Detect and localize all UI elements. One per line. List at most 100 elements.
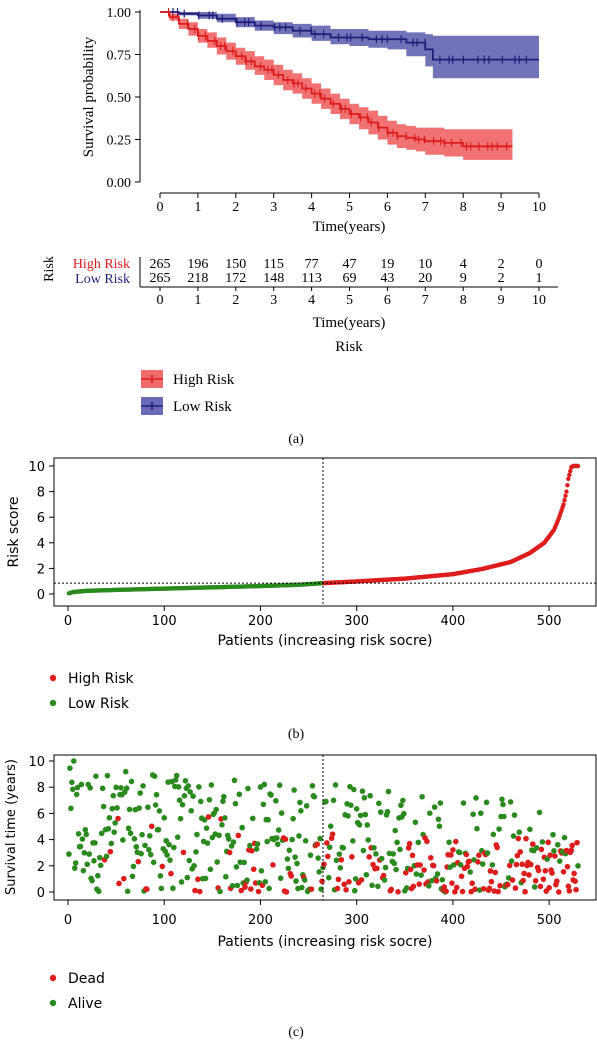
survival-point-alive — [157, 873, 164, 879]
survival-point-alive — [173, 772, 180, 779]
survival-time-ylabel: Survival time (years) — [4, 759, 19, 895]
km-band-low-risk — [160, 12, 539, 79]
survival-point-dead — [512, 885, 519, 891]
survival-point-dead — [144, 886, 150, 892]
survival-point-dead — [135, 858, 142, 865]
survival-point-alive — [378, 855, 385, 862]
survival-point-alive — [479, 861, 486, 867]
survival-point-dead — [476, 852, 482, 859]
km-censor-marks — [167, 8, 527, 151]
survival-point-alive — [82, 826, 89, 833]
survival-point-alive — [161, 815, 168, 821]
survival-point-alive — [247, 842, 253, 849]
survival-point-alive — [68, 805, 74, 812]
survival-point-alive — [337, 865, 344, 871]
survival-point-dead — [341, 881, 347, 888]
survival-point-alive — [289, 836, 296, 843]
survival-point-alive — [277, 875, 284, 882]
survival-point-dead — [409, 852, 416, 859]
survival-point-alive — [75, 830, 82, 837]
survival-point-alive — [457, 861, 464, 868]
survival-point-alive — [398, 802, 404, 809]
risk-count-low: 265 — [150, 271, 171, 286]
survival-point-alive — [179, 801, 186, 808]
km-xtick-label: 10 — [532, 200, 546, 215]
survival-point-alive — [394, 839, 400, 846]
survival-point-alive — [194, 831, 200, 838]
survival-point-alive — [232, 800, 239, 807]
survival-point-alive — [340, 845, 347, 851]
survival-point-alive — [96, 854, 103, 861]
survival-ytick-label: 0 — [37, 886, 45, 901]
survival-point-alive — [362, 811, 369, 818]
survival-point-alive — [229, 882, 236, 889]
survival-point-dead — [509, 877, 516, 883]
survival-point-dead — [528, 861, 534, 868]
survival-point-alive — [298, 808, 304, 814]
survival-point-dead — [338, 856, 345, 863]
survival-xtick-label: 0 — [64, 913, 72, 928]
survival-point-dead — [321, 861, 327, 868]
survival-point-alive — [217, 888, 223, 895]
survival-point-alive — [136, 805, 143, 811]
survival-point-dead — [519, 861, 525, 868]
survival-point-dead — [574, 839, 580, 846]
survival-point-alive — [190, 793, 196, 799]
risk-point-high — [561, 502, 566, 507]
survival-point-alive — [377, 809, 384, 815]
risk-xtick-label: 10 — [532, 293, 546, 308]
survival-point-alive — [130, 863, 137, 870]
km-legend: Risk High Risk Low Risk — [141, 339, 363, 415]
survival-point-alive — [392, 827, 398, 834]
survival-point-alive — [80, 867, 87, 874]
survival-point-dead — [115, 815, 121, 822]
survival-point-alive — [67, 765, 73, 771]
survival-point-alive — [315, 855, 321, 861]
risk-row-label-low: Low Risk — [75, 272, 130, 287]
risk-ytick-label: 8 — [37, 486, 45, 501]
survival-point-alive — [264, 838, 270, 845]
km-axes: 0.00 0.25 0.50 0.75 1.00 0 1 2 3 4 5 6 7 8 9 10 — [107, 6, 547, 215]
risk-score-ylabel: Risk score — [6, 496, 22, 567]
survival-point-dead — [554, 878, 560, 884]
survival-point-alive — [181, 793, 188, 799]
survival-point-alive — [174, 834, 181, 840]
survival-point-alive — [78, 781, 85, 788]
survival-point-alive — [490, 831, 497, 838]
survival-point-alive — [265, 817, 271, 823]
survival-point-dead — [380, 872, 387, 879]
survival-point-alive — [431, 804, 438, 810]
survival-point-alive — [426, 883, 432, 889]
survival-point-alive — [373, 851, 379, 857]
survival-point-alive — [291, 787, 297, 793]
survival-point-alive — [202, 875, 209, 882]
survival-point-dead — [564, 863, 571, 870]
survival-point-dead — [532, 878, 539, 884]
risk-xtick-label: 200 — [248, 614, 273, 629]
survival-point-dead — [521, 870, 527, 877]
caption-b: (b) — [288, 727, 305, 742]
risk-xtick-label: 7 — [422, 293, 429, 308]
km-ytick-label: 0.25 — [107, 134, 132, 149]
survival-point-dead — [488, 878, 495, 885]
survival-point-alive — [233, 864, 240, 870]
survival-point-alive — [326, 844, 333, 851]
survival-point-dead — [433, 878, 440, 884]
km-ytick-label: 0.75 — [107, 49, 132, 64]
survival-point-alive — [260, 801, 267, 808]
survival-point-alive — [302, 838, 309, 844]
survival-ytick-label: 4 — [37, 834, 45, 849]
survival-point-dead — [226, 849, 233, 856]
survival-point-dead — [205, 814, 212, 820]
survival-point-alive — [145, 804, 151, 811]
survival-xtick-label: 500 — [537, 913, 562, 928]
survival-point-dead — [410, 883, 417, 890]
survival-point-dead — [328, 835, 335, 842]
risk-xtick-label: 6 — [384, 293, 391, 308]
survival-point-alive — [89, 877, 95, 884]
survival-point-alive — [360, 847, 367, 854]
survival-point-dead — [494, 844, 500, 851]
